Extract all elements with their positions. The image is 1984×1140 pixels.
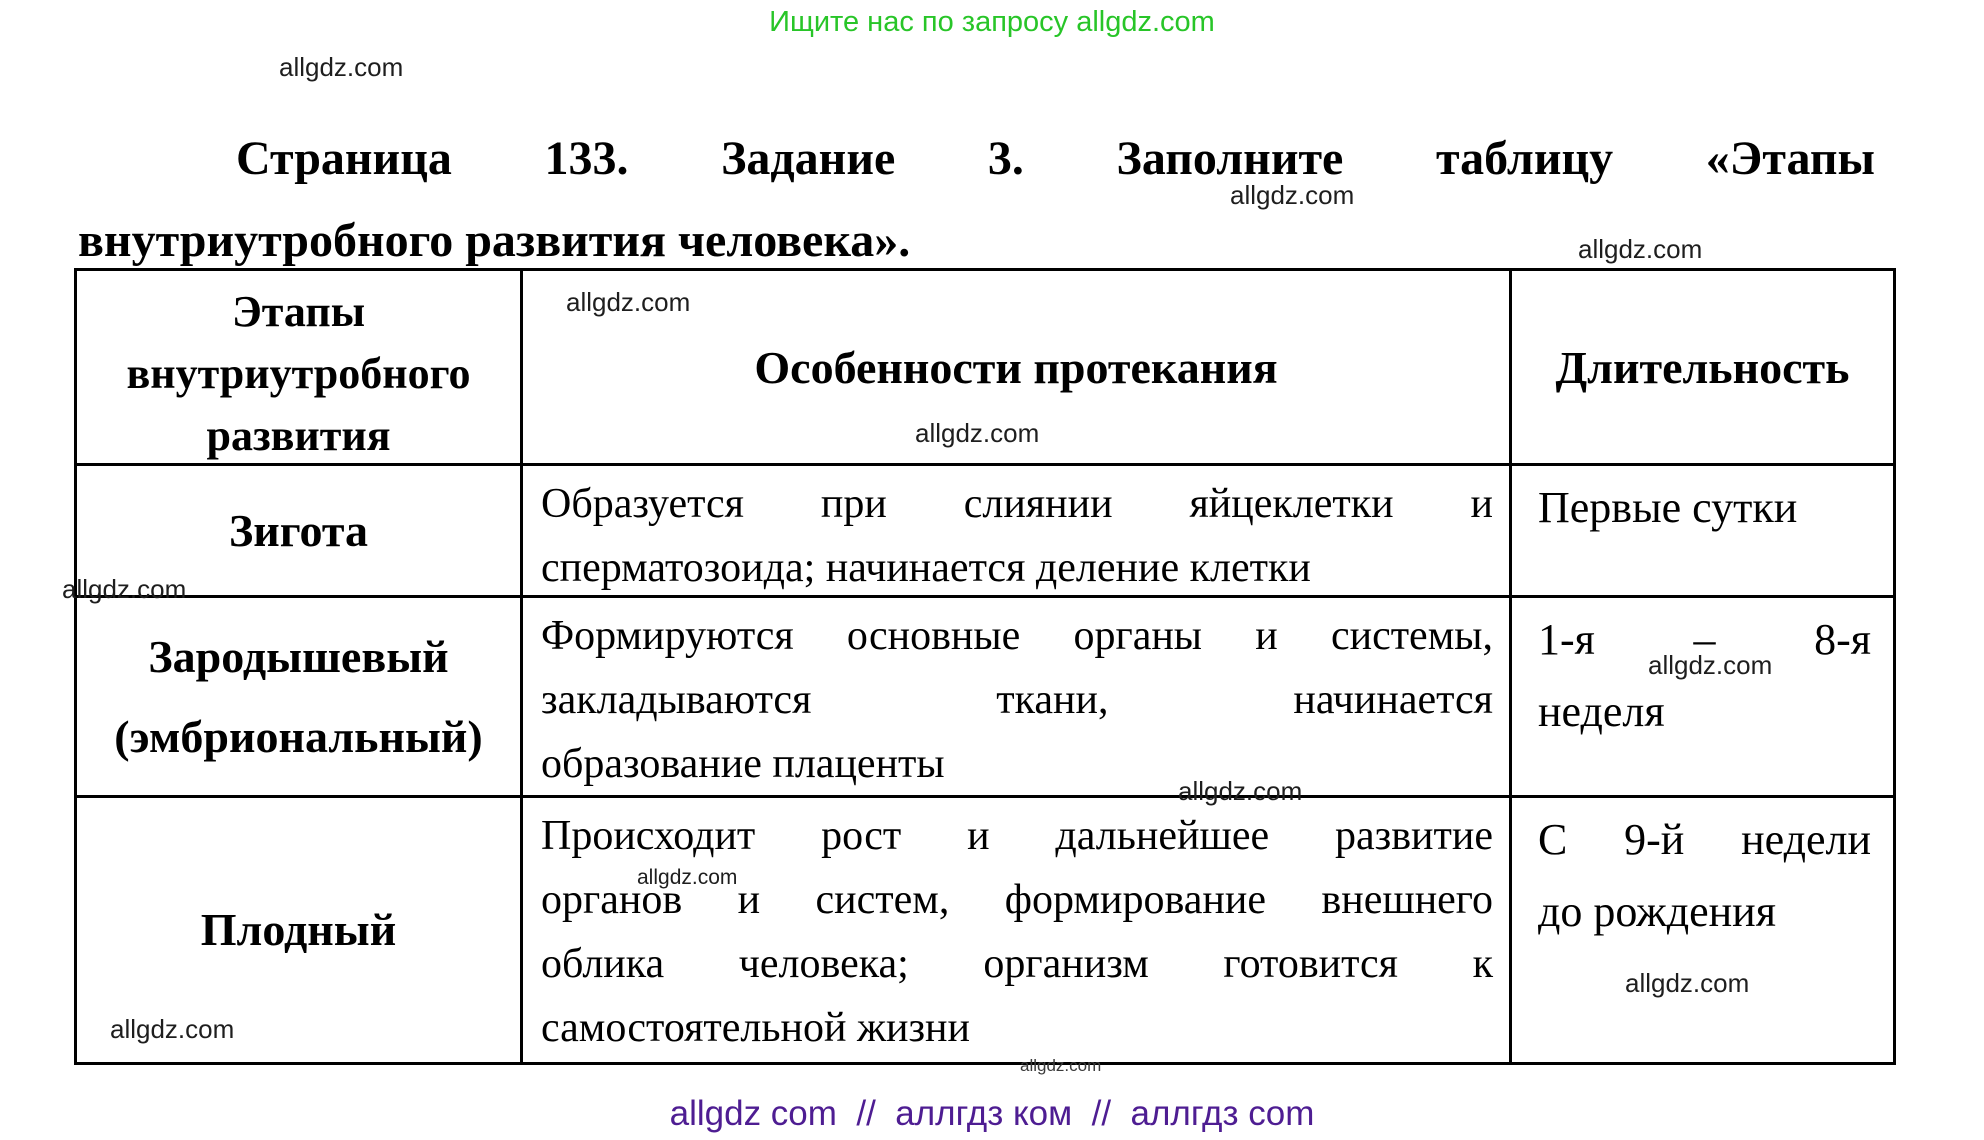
- features-line: Образуется при слиянии яйцеклетки и: [541, 481, 1493, 527]
- features-line: органов и систем, формирование внешнего: [541, 877, 1493, 923]
- stage-name: Зародышевый: [148, 630, 449, 682]
- duration-cell-fetal: С 9-й недели до рождения: [1512, 798, 1893, 1062]
- page-title-line-1: Страница 133. Задание 3. Заполните табли…: [236, 132, 1875, 185]
- header-duration-column: Длительность: [1512, 271, 1893, 466]
- duration-cell-embryonic: 1-я – 8-я неделя: [1512, 598, 1893, 798]
- features-line: закладываются ткани, начинается: [541, 677, 1493, 723]
- stage-name: (эмбриональный): [114, 710, 483, 762]
- duration-line: до рождения: [1538, 887, 1776, 936]
- stage-cell-fetal: Плодный: [77, 798, 523, 1062]
- watermark: allgdz.com: [637, 866, 738, 889]
- header-stage-line: развития: [206, 411, 391, 460]
- stage-name: Зигота: [228, 504, 369, 556]
- duration-line: Первые сутки: [1538, 483, 1798, 532]
- features-line: самостоятельной жизни: [541, 1005, 970, 1051]
- duration-line: 1-я – 8-я: [1538, 615, 1871, 664]
- duration-cell-zygote: Первые сутки: [1512, 466, 1893, 598]
- features-cell-fetal: Происходит рост и дальнейшее развитие ор…: [523, 798, 1512, 1062]
- watermark: allgdz.com: [279, 52, 404, 82]
- duration-line: С 9-й недели: [1538, 815, 1871, 864]
- header-features-column: Особенности протекания: [523, 271, 1512, 466]
- watermark: allgdz.com: [1020, 1056, 1102, 1075]
- stage-name: Плодный: [200, 904, 397, 955]
- footer-text: allgdz com // аллгдз ком // аллгдз com: [669, 1094, 1315, 1133]
- duration-line: неделя: [1538, 687, 1665, 736]
- stage-cell-embryonic: Зародышевый (эмбриональный): [77, 598, 523, 798]
- header-stage-column: Этапы внутриутробного развития: [77, 271, 523, 466]
- features-line: сперматозоида; начинается деление клетки: [541, 545, 1311, 591]
- watermark: allgdz.com: [1648, 650, 1773, 680]
- features-line: Происходит рост и дальнейшее развитие: [541, 813, 1493, 859]
- watermark: allgdz.com: [1178, 776, 1303, 806]
- watermark: allgdz.com: [62, 574, 187, 604]
- features-line: образование плаценты: [541, 741, 945, 787]
- header-stage-line: Этапы: [231, 287, 366, 336]
- page-title-line-2: внутриутробного развития человека».: [78, 214, 911, 267]
- features-line: облика человека; организм готовится к: [541, 941, 1493, 987]
- page-title: Страница 133. Задание 3. Заполните табли…: [78, 118, 1875, 282]
- watermark: allgdz.com: [1230, 180, 1355, 210]
- watermark: allgdz.com: [915, 418, 1040, 448]
- stage-cell-zygote: Зигота: [77, 466, 523, 598]
- features-cell-zygote: Образуется при слиянии яйцеклетки и спер…: [523, 466, 1512, 598]
- watermark: allgdz.com: [1625, 968, 1750, 998]
- development-stages-table: Этапы внутриутробного развития Особеннос…: [74, 268, 1896, 1065]
- promo-text: Ищите нас по запросу allgdz.com: [769, 6, 1215, 38]
- features-cell-embryonic: Формируются основные органы и системы, з…: [523, 598, 1512, 798]
- watermark: allgdz.com: [1578, 234, 1703, 264]
- watermark: allgdz.com: [110, 1014, 235, 1044]
- features-line: Формируются основные органы и системы,: [541, 613, 1493, 659]
- header-stage-line: внутриутробного: [126, 349, 471, 398]
- watermark: allgdz.com: [566, 287, 691, 317]
